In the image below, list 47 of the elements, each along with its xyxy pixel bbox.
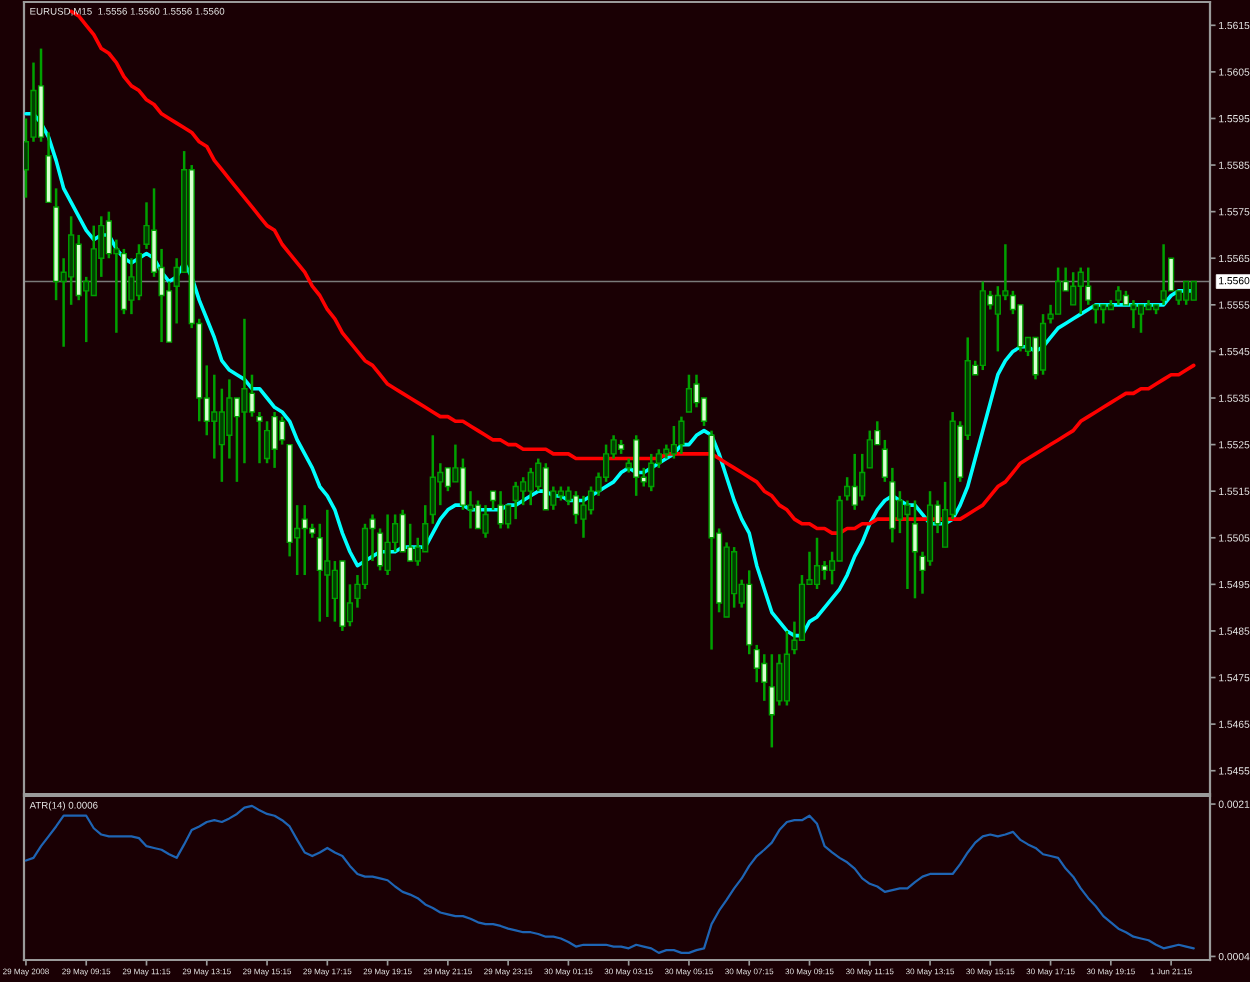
candlestick (580, 494, 587, 540)
candlestick (474, 499, 482, 530)
candlestick (633, 434, 640, 498)
candlestick (821, 559, 828, 581)
candlestick (271, 410, 278, 470)
candlestick (407, 522, 414, 563)
candlestick (911, 499, 919, 600)
candlestick (1183, 280, 1190, 307)
candlestick (497, 489, 504, 530)
candlestick (1039, 312, 1047, 376)
candlestick (512, 480, 519, 521)
candlestick (670, 424, 677, 460)
candlestick (263, 420, 271, 465)
candlestick (851, 452, 858, 512)
line-series (24, 112, 1196, 638)
candlestick (1055, 266, 1062, 316)
candlestick (813, 536, 821, 591)
candlestick (324, 508, 331, 619)
candlestick (241, 317, 248, 465)
candlestick (429, 434, 436, 526)
candlestick (1070, 270, 1077, 307)
candlestick (211, 373, 218, 460)
candlestick (1077, 266, 1084, 316)
candlestick (844, 475, 851, 502)
candlestick (866, 429, 873, 470)
candlestick (1130, 298, 1137, 330)
candlestick (1160, 243, 1167, 307)
candlestick (685, 373, 693, 414)
candlestick (904, 499, 911, 591)
candlestick (384, 513, 391, 577)
candlestick (90, 224, 97, 297)
candlestick (1100, 303, 1107, 325)
candlestick (1137, 303, 1145, 335)
candlestick (783, 629, 790, 707)
candlestick (482, 503, 489, 540)
candlestick (1115, 284, 1122, 307)
line-series (24, 804, 1195, 954)
candlestick (768, 652, 775, 749)
candlestick (1190, 280, 1197, 301)
candlestick (1085, 266, 1092, 307)
candlestick (542, 461, 549, 512)
candlestick (859, 452, 866, 502)
candlestick (279, 415, 286, 446)
candlestick (527, 466, 534, 507)
candlestick (678, 415, 685, 456)
candlestick (648, 452, 655, 493)
candlestick (301, 503, 308, 577)
